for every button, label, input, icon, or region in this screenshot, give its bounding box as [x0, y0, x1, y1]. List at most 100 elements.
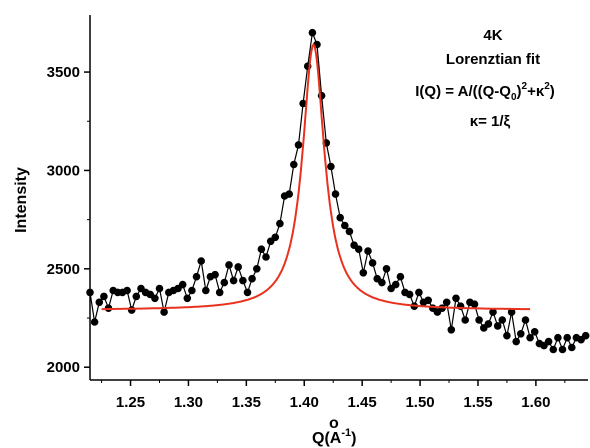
data-point	[290, 160, 298, 169]
data-point	[405, 290, 414, 299]
annotation-fit-name: Lorenztian fit	[446, 51, 540, 68]
data-point	[503, 331, 511, 340]
x-tick-label: 1.25	[116, 394, 145, 411]
data-point	[364, 247, 372, 255]
data-point	[127, 306, 136, 314]
data-point	[188, 286, 196, 295]
x-tick-label: 1.35	[232, 394, 261, 411]
data-point	[396, 272, 405, 281]
y-tick-label: 3500	[47, 64, 80, 81]
data-point	[331, 190, 340, 198]
data-point	[354, 245, 363, 253]
data-point	[299, 99, 307, 108]
y-tick-label: 2500	[47, 261, 80, 278]
data-point	[368, 259, 377, 267]
data-point	[252, 265, 261, 273]
data-point	[345, 227, 354, 236]
data-point	[257, 245, 266, 253]
data-point	[359, 269, 368, 277]
data-point	[558, 345, 567, 354]
data-point	[95, 298, 104, 307]
data-point	[526, 333, 534, 342]
data-point	[512, 337, 520, 346]
x-tick-label: 1.40	[290, 394, 319, 411]
data-point	[447, 326, 456, 334]
svg-text:Q(A-1): Q(A-1)	[312, 427, 356, 447]
annotation-equation: I(Q) = A/((Q-Q0)2+κ2)	[415, 81, 555, 103]
data-point	[271, 233, 280, 242]
x-tick-label: 1.60	[521, 394, 550, 411]
data-point	[327, 162, 335, 171]
data-point	[132, 292, 141, 301]
data-point	[160, 308, 168, 316]
data-point	[563, 333, 571, 342]
y-axis-title: Intensity	[13, 167, 30, 233]
data-point	[424, 296, 433, 305]
data-point	[202, 286, 210, 295]
data-point	[294, 141, 303, 149]
data-point	[493, 322, 502, 330]
data-point	[197, 257, 205, 265]
data-point	[178, 280, 187, 289]
data-point	[484, 320, 493, 328]
x-axis-title-main: Q(	[312, 430, 330, 447]
data-point	[100, 292, 108, 301]
data-point	[211, 270, 219, 279]
data-point	[285, 190, 294, 198]
data-point	[521, 316, 530, 324]
x-tick-label: 1.30	[174, 394, 203, 411]
data-point	[86, 288, 94, 297]
x-tick-label: 1.50	[405, 394, 434, 411]
data-point	[276, 219, 284, 228]
data-point	[234, 263, 242, 271]
data-point	[229, 276, 238, 285]
x-axis-title-close: )	[351, 430, 356, 447]
y-ticks: 2000 2500 3000 3500	[47, 64, 90, 376]
x-tick-label: 1.45	[348, 394, 377, 411]
y-tick-label: 3000	[47, 162, 80, 179]
data-point	[470, 300, 479, 309]
data-point	[248, 274, 256, 283]
data-point	[517, 330, 525, 338]
data-point	[568, 343, 576, 352]
x-axis-title: Q(A-1) o	[312, 415, 356, 447]
data-point	[581, 331, 590, 340]
x-ticks: 1.25 1.30 1.35 1.40 1.45 1.50 1.55 1.60	[101, 380, 566, 411]
data-point	[225, 261, 233, 269]
data-point	[151, 294, 159, 303]
data-point	[530, 328, 539, 336]
x-tick-label: 1.55	[463, 394, 492, 411]
data-point	[498, 316, 507, 324]
data-point	[262, 253, 270, 261]
x-axis-title-exp: -1	[341, 427, 351, 439]
data-point	[382, 265, 391, 273]
data-point	[90, 318, 99, 326]
data-point	[378, 278, 386, 287]
data-point	[554, 333, 562, 342]
data-point	[243, 288, 252, 297]
data-point	[336, 213, 345, 222]
data-point	[489, 308, 497, 316]
data-point	[215, 288, 224, 297]
data-point	[192, 272, 201, 281]
data-point	[341, 221, 349, 230]
data-point	[475, 316, 483, 324]
fit-series-line	[101, 42, 531, 311]
data-point	[155, 284, 164, 293]
x-axis-title-unit: A	[330, 430, 342, 447]
data-point	[549, 345, 558, 354]
data-point	[220, 278, 229, 287]
data-point	[308, 28, 317, 37]
data-point	[442, 298, 451, 307]
data-point	[239, 276, 247, 285]
data-point	[544, 337, 553, 346]
data-series-points	[86, 28, 590, 354]
data-point	[183, 294, 192, 303]
x-axis-title-ring: o	[329, 415, 339, 432]
data-point	[461, 316, 470, 324]
data-point	[391, 280, 400, 289]
data-series-line	[89, 30, 587, 352]
annotation-temperature: 4K	[483, 27, 502, 44]
data-point	[507, 308, 516, 316]
